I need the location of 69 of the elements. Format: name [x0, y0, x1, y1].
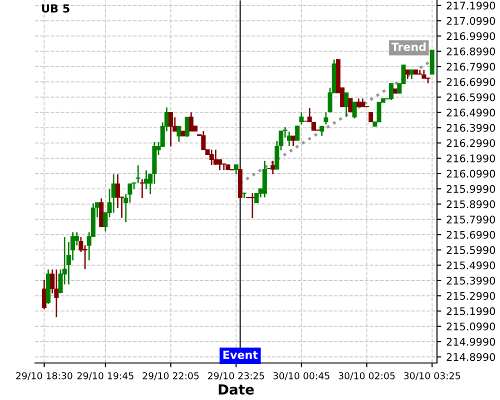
x-tick-label: 29/10 19:45	[77, 372, 134, 380]
y-tick-label: 216.2990	[446, 139, 496, 148]
y-tick-label: 215.4990	[446, 261, 496, 270]
candlestick	[209, 148, 214, 166]
candlestick	[168, 112, 174, 148]
y-tick-label: 215.9990	[446, 185, 496, 193]
y-tick-label: 215.1990	[446, 307, 496, 316]
candlestick	[42, 279, 46, 310]
x-tick-label: 29/10 22:05	[142, 372, 199, 380]
x-axis-title: Date	[218, 384, 254, 395]
annotation: Event	[223, 350, 258, 360]
candlestick	[234, 164, 238, 175]
y-tick-label: 215.0990	[446, 322, 496, 330]
candlestick	[389, 82, 394, 101]
y-tick-label: 216.0990	[446, 170, 496, 178]
y-tick-label: 214.9990	[446, 338, 496, 346]
candlestick	[295, 126, 300, 141]
candlestick	[115, 174, 120, 209]
candlestick	[213, 148, 218, 166]
candlestick	[250, 192, 255, 219]
candlestick	[111, 174, 116, 214]
y-tick-label: 215.2990	[446, 292, 496, 300]
candlestick	[405, 69, 410, 80]
y-tick-label: 216.6990	[446, 78, 496, 86]
y-tick-label: 216.4990	[446, 108, 496, 117]
candlestick	[99, 198, 104, 228]
series-label: Trend	[391, 42, 426, 52]
candlestick	[348, 98, 353, 112]
candlestick	[324, 112, 328, 126]
y-tick-label: 215.6990	[446, 230, 496, 239]
y-tick-label: 216.1990	[446, 154, 496, 162]
y-tick-label: 215.5990	[446, 246, 496, 254]
candlestick	[74, 232, 80, 246]
x-tick-label: 29/10 23:25	[208, 372, 264, 380]
x-tick-label: 30/10 02:05	[338, 372, 395, 380]
y-tick-label: 215.3990	[446, 276, 496, 285]
chart-title: UB 5	[42, 4, 70, 13]
y-tick-label: 215.7990	[446, 216, 496, 224]
x-tick-label: 30/10 03:25	[404, 372, 460, 380]
candlestick	[409, 69, 414, 80]
y-tick-label: 216.5990	[446, 93, 496, 102]
candlestick	[430, 50, 434, 75]
candlestick	[176, 126, 182, 143]
y-tick-label: 216.3990	[446, 124, 496, 132]
y-tick-label: 214.8990	[446, 353, 496, 361]
y-tick-label: 216.9990	[446, 32, 496, 40]
candlestick	[344, 92, 349, 118]
x-tick-label: 29/10 18:30	[16, 372, 72, 380]
y-tick-label: 217.1990	[446, 2, 496, 10]
x-tick-label: 30/10 00:45	[273, 372, 330, 380]
candlestick	[254, 192, 259, 204]
y-tick-label: 216.7990	[446, 62, 496, 71]
candlestick	[218, 158, 222, 171]
candlestick	[286, 130, 292, 147]
candlestick	[376, 102, 382, 122]
candlestick	[184, 116, 190, 138]
y-tick-label: 215.8990	[446, 200, 496, 208]
candlestick	[82, 244, 88, 270]
candlestick	[352, 101, 357, 120]
candlestick	[222, 163, 226, 171]
candlestick	[136, 164, 140, 184]
candlestick	[299, 112, 304, 126]
candlestick	[320, 126, 324, 137]
candlestick	[368, 112, 374, 122]
y-tick-label: 216.8990	[446, 48, 496, 56]
candlestick	[188, 112, 194, 132]
candlestick	[54, 268, 59, 318]
candlestick	[291, 135, 296, 147]
y-tick-label: 217.0990	[446, 16, 496, 25]
